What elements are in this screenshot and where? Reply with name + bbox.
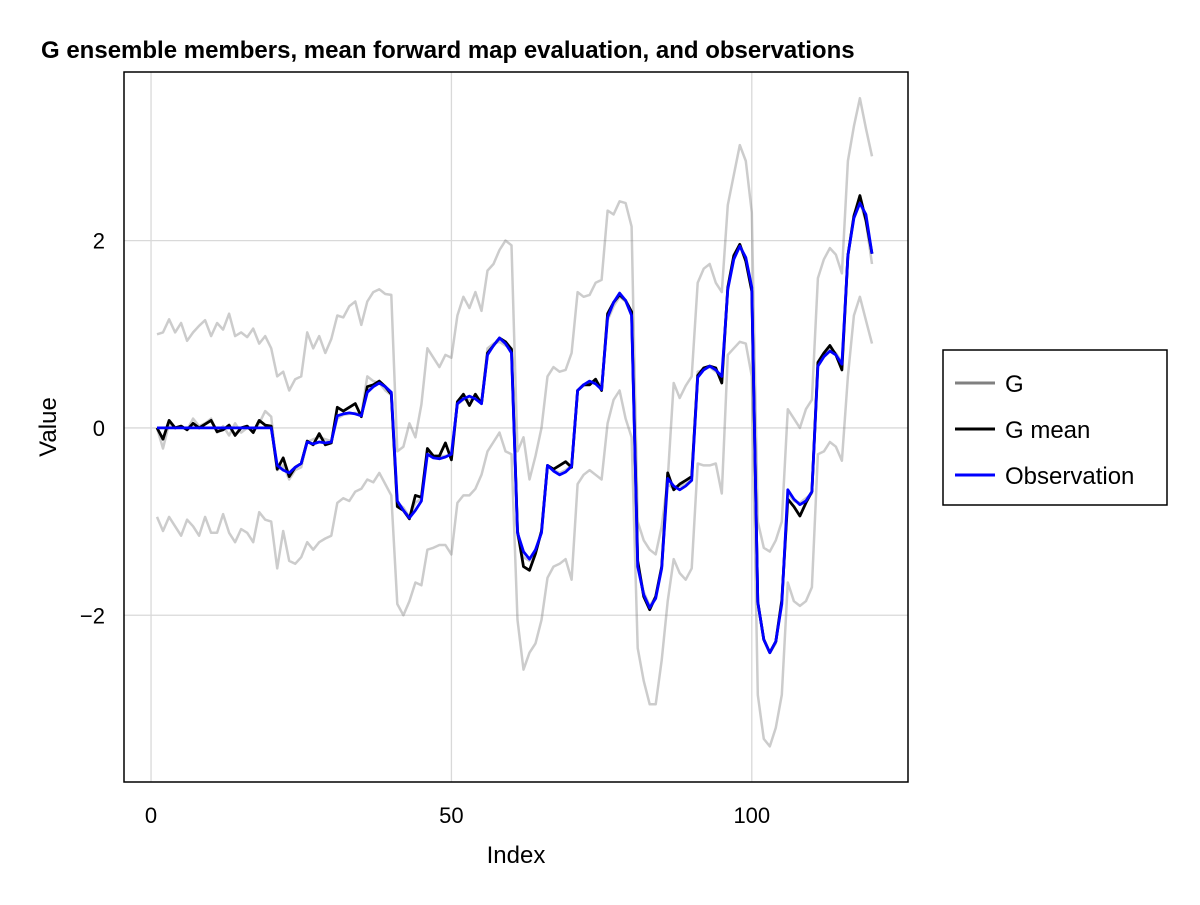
plot-frame [123, 71, 909, 783]
x-tick-label: 0 [145, 803, 157, 828]
y-tick-label: 2 [93, 229, 105, 254]
y-tick-label: −2 [80, 603, 105, 628]
x-axis-label: Index [487, 842, 546, 869]
x-tick-label: 100 [733, 803, 770, 828]
g-series-line [156, 96, 874, 556]
chart-title: G ensemble members, mean forward map eva… [41, 37, 855, 64]
legend: G G mean Observation [942, 349, 1168, 506]
g-series-line [155, 295, 874, 748]
legend-label: G mean [1005, 417, 1090, 444]
y-axis-label: Value [35, 397, 62, 457]
observation-series-line [157, 201, 874, 655]
y-tick-label: 0 [93, 416, 105, 441]
x-tick-label: 50 [439, 803, 463, 828]
series-lines [155, 96, 874, 748]
tick-labels: 0 50 100 −2 0 2 [80, 229, 770, 828]
legend-label: G [1005, 371, 1024, 398]
legend-label: Observation [1005, 463, 1134, 490]
